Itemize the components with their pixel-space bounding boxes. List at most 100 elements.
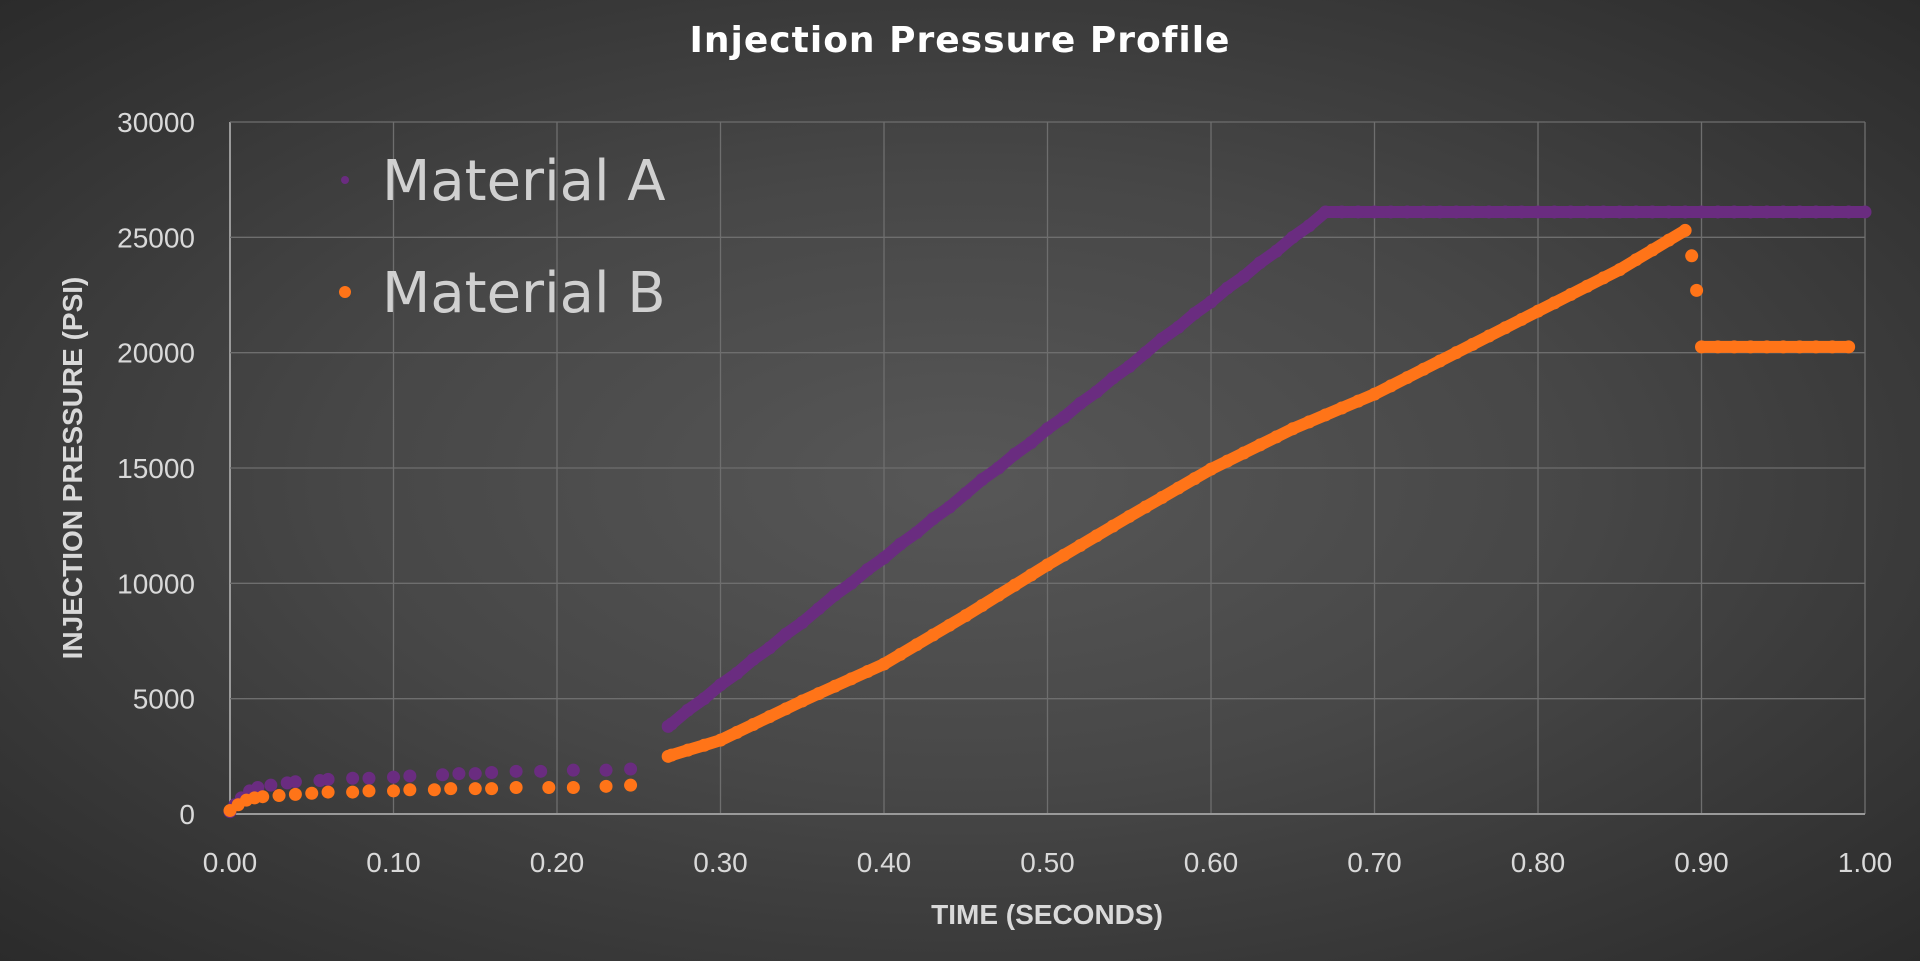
data-point (403, 769, 417, 783)
data-point (1809, 340, 1823, 354)
data-point (714, 678, 727, 692)
data-point (1825, 205, 1839, 219)
data-point (1678, 205, 1692, 219)
tick-labels: 0.00 0.10 0.20 0.30 0.40 0.50 0.60 0.70 0.80 0.90… (117, 107, 1892, 878)
data-point (452, 767, 466, 781)
data-point (1760, 340, 1774, 354)
data-point (624, 778, 638, 792)
x-tick-label: 0.10 (366, 847, 421, 878)
data-point (1106, 519, 1120, 533)
data-point (1809, 205, 1823, 219)
data-point (1858, 205, 1872, 219)
data-point (1351, 394, 1365, 408)
data-point (1564, 205, 1578, 219)
legend-label: Material A (382, 149, 666, 214)
data-point (566, 763, 580, 777)
data-point (779, 627, 793, 641)
data-point (1466, 205, 1480, 219)
data-point (272, 789, 286, 803)
data-point (1335, 205, 1349, 219)
data-point (1286, 422, 1300, 436)
data-point (1564, 288, 1578, 302)
data-point (566, 780, 580, 794)
legend-marker (339, 286, 351, 298)
data-point (1008, 578, 1022, 592)
data-point (1498, 205, 1512, 219)
data-point (1695, 340, 1708, 354)
data-point (1155, 491, 1169, 505)
data-point (346, 785, 360, 799)
x-tick-label: 0.40 (857, 847, 912, 878)
data-point (1041, 558, 1054, 572)
chart-title: Injection Pressure Profile (689, 20, 1231, 61)
data-point (1515, 205, 1529, 219)
data-point (877, 657, 891, 671)
data-point (844, 672, 858, 686)
data-point (1090, 385, 1104, 399)
legend-label: Material B (382, 261, 666, 326)
data-point (403, 783, 417, 797)
data-point (1760, 205, 1774, 219)
data-point (1171, 320, 1185, 334)
legend-marker (341, 176, 349, 184)
data-point (1776, 340, 1790, 354)
y-tick-label: 10000 (117, 568, 195, 599)
data-point (1384, 379, 1398, 393)
data-point (509, 780, 523, 794)
data-point (1417, 362, 1431, 376)
data-point (1685, 249, 1699, 263)
data-point (1629, 205, 1643, 219)
data-point (288, 787, 302, 801)
data-point (1580, 279, 1594, 293)
data-point (1335, 401, 1349, 415)
data-point (305, 786, 319, 800)
data-point (1629, 253, 1643, 267)
data-point (1793, 205, 1807, 219)
data-point (1220, 454, 1234, 468)
grid (229, 121, 1866, 815)
data-point (1318, 205, 1332, 219)
data-point (1204, 295, 1218, 309)
data-point (362, 771, 376, 785)
data-point (264, 778, 278, 792)
data-point (1645, 205, 1659, 219)
x-tick-label: 0.20 (530, 847, 585, 878)
data-point (975, 473, 989, 487)
data-point (959, 486, 973, 500)
data-point (1727, 340, 1741, 354)
data-point (256, 790, 270, 804)
data-point (1531, 205, 1545, 219)
data-point (991, 461, 1005, 475)
data-point (1139, 500, 1153, 514)
series-b (223, 223, 1856, 818)
data-point (599, 763, 613, 777)
data-point (468, 782, 482, 796)
data-point (1139, 346, 1153, 360)
y-tick-label: 25000 (117, 222, 195, 253)
data-point (910, 526, 924, 540)
data-point (861, 664, 875, 678)
data-point (321, 785, 335, 799)
data-point (1269, 430, 1283, 444)
data-point (926, 628, 940, 642)
data-point (1400, 205, 1414, 219)
data-point (1041, 422, 1054, 436)
data-point (1596, 205, 1610, 219)
data-point (1645, 243, 1659, 257)
x-tick-label: 0.50 (1020, 847, 1075, 878)
series-a (223, 205, 1872, 819)
data-point (1547, 296, 1561, 310)
y-tick-label: 0 (179, 799, 195, 830)
y-tick-label: 5000 (133, 684, 195, 715)
data-point (1368, 205, 1381, 219)
data-point (321, 772, 335, 786)
data-point (534, 764, 548, 778)
data-point (1482, 329, 1496, 343)
data-point (1711, 205, 1725, 219)
data-point (1073, 539, 1087, 553)
data-point (763, 641, 777, 655)
data-point (991, 588, 1005, 602)
x-tick-label: 0.00 (203, 847, 258, 878)
data-point (387, 770, 400, 784)
